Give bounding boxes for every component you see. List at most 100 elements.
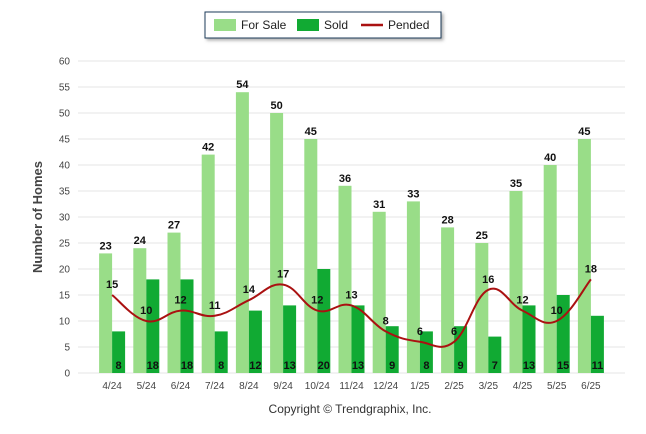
- data-label-for-sale-3/25: 25: [476, 230, 488, 242]
- bar-sold-4/25: [522, 305, 536, 373]
- x-tick-label-7/24: 7/24: [205, 381, 225, 392]
- legend-label-for-sale: For Sale: [241, 18, 287, 32]
- x-tick-label-4/24: 4/24: [102, 381, 122, 392]
- bar-sold-12/24: [385, 326, 399, 373]
- pended-series-line: [111, 278, 592, 348]
- data-label-pended-5/24: 10: [140, 305, 152, 317]
- legend-label-sold: Sold: [324, 18, 348, 32]
- bar-for-sale-10/24: [304, 139, 318, 373]
- data-label-sold-10/24: 20: [318, 360, 330, 372]
- x-tick-label-1/25: 1/25: [410, 381, 430, 392]
- bar-for-sale-2/25: [441, 227, 455, 373]
- bar-sold-6/25: [590, 315, 604, 373]
- data-label-for-sale-10/24: 45: [305, 126, 317, 138]
- bar-sold-10/24: [317, 269, 331, 373]
- data-label-pended-9/24: 17: [277, 269, 289, 281]
- x-tick-label-6/24: 6/24: [171, 381, 191, 392]
- bar-sold-5/24: [146, 279, 160, 373]
- data-label-pended-11/24: 13: [345, 289, 357, 301]
- x-tick-label-10/24: 10/24: [305, 381, 330, 392]
- data-label-pended-12/24: 8: [383, 315, 389, 327]
- bar-sold-11/24: [351, 305, 365, 373]
- x-tick-label-5/24: 5/24: [137, 381, 157, 392]
- data-label-for-sale-9/24: 50: [270, 100, 282, 112]
- data-label-pended-6/25: 18: [585, 263, 597, 275]
- data-label-sold-6/25: 11: [592, 360, 604, 372]
- x-tick-label-9/24: 9/24: [273, 381, 293, 392]
- bar-sold-4/24: [112, 331, 126, 373]
- x-tick-label-12/24: 12/24: [373, 381, 398, 392]
- data-label-sold-5/24: 18: [147, 360, 159, 372]
- data-label-sold-3/25: 7: [492, 360, 498, 372]
- x-tick-label-4/25: 4/25: [513, 381, 533, 392]
- data-label-sold-4/25: 13: [523, 360, 535, 372]
- x-tick-label-2/25: 2/25: [444, 381, 464, 392]
- y-tick-label-30: 30: [59, 213, 71, 224]
- y-tick-label-60: 60: [59, 57, 71, 68]
- legend-frame: [204, 11, 442, 39]
- y-tick-label-45: 45: [59, 135, 71, 146]
- bar-for-sale-6/25: [577, 139, 591, 373]
- y-tick-label-20: 20: [59, 265, 71, 276]
- data-label-pended-1/25: 6: [417, 326, 423, 338]
- bar-for-sale-6/24: [167, 232, 181, 373]
- data-label-for-sale-1/25: 33: [407, 188, 419, 200]
- legend-label-pended: Pended: [388, 18, 429, 32]
- data-label-sold-6/24: 18: [181, 360, 193, 372]
- bar-sold-3/25: [488, 336, 502, 373]
- bar-for-sale-8/24: [235, 92, 249, 373]
- bar-sold-7/24: [214, 331, 228, 373]
- bar-for-sale-12/24: [372, 211, 386, 373]
- data-label-sold-7/24: 8: [218, 360, 224, 372]
- data-label-for-sale-6/24: 27: [168, 220, 180, 232]
- bar-sold-9/24: [283, 305, 297, 373]
- copyright-footer: Copyright © Trendgraphix, Inc.: [269, 402, 432, 416]
- bar-for-sale-4/25: [509, 191, 523, 373]
- bar-for-sale-1/25: [406, 201, 420, 373]
- data-label-sold-4/24: 8: [116, 360, 122, 372]
- bar-for-sale-9/24: [270, 113, 284, 373]
- data-label-pended-5/25: 10: [551, 305, 563, 317]
- y-tick-label-50: 50: [59, 109, 71, 120]
- x-tick-label-8/24: 8/24: [239, 381, 259, 392]
- legend-swatch-sold: [297, 19, 319, 31]
- data-label-pended-3/25: 16: [482, 274, 494, 286]
- data-label-for-sale-8/24: 54: [236, 79, 249, 91]
- data-label-for-sale-5/25: 40: [544, 152, 556, 164]
- x-tick-label-5/25: 5/25: [547, 381, 567, 392]
- data-label-for-sale-2/25: 28: [441, 214, 453, 226]
- data-label-sold-1/25: 8: [423, 360, 429, 372]
- y-axis: 0 5 10 15 20 25 30 35 40 45 50 55 60: [59, 57, 71, 380]
- data-label-for-sale-4/24: 23: [99, 240, 111, 252]
- y-tick-label-35: 35: [59, 187, 71, 198]
- y-tick-label-55: 55: [59, 83, 71, 94]
- data-label-sold-2/25: 9: [458, 360, 464, 372]
- bar-for-sale-5/25: [543, 165, 557, 373]
- y-tick-label-5: 5: [64, 343, 70, 354]
- data-label-pended-6/24: 12: [174, 295, 186, 307]
- data-label-for-sale-6/25: 45: [578, 126, 590, 138]
- y-tick-label-15: 15: [59, 291, 71, 302]
- data-label-sold-9/24: 13: [283, 360, 295, 372]
- data-label-pended-10/24: 12: [311, 295, 323, 307]
- data-label-pended-2/25: 6: [451, 326, 457, 338]
- data-label-sold-11/24: 13: [352, 360, 364, 372]
- data-label-pended-4/25: 12: [516, 295, 528, 307]
- x-tick-label-11/24: 11/24: [339, 381, 364, 392]
- data-label-for-sale-4/25: 35: [510, 178, 522, 190]
- data-label-sold-8/24: 12: [249, 360, 261, 372]
- bar-for-sale-5/24: [133, 248, 147, 373]
- bar-for-sale-3/25: [475, 243, 489, 373]
- data-label-sold-5/25: 15: [557, 360, 569, 372]
- y-tick-label-0: 0: [64, 369, 70, 380]
- chart-legend: For Sale Sold Pended: [204, 11, 442, 39]
- data-label-pended-7/24: 11: [209, 300, 221, 312]
- data-label-pended-4/24: 15: [106, 279, 118, 291]
- data-label-for-sale-12/24: 31: [373, 199, 385, 211]
- bar-sold-6/24: [180, 279, 194, 373]
- data-label-pended-8/24: 14: [243, 284, 256, 296]
- bar-for-sale-4/24: [99, 253, 113, 373]
- data-label-for-sale-5/24: 24: [134, 235, 147, 247]
- bar-for-sale-11/24: [338, 185, 352, 373]
